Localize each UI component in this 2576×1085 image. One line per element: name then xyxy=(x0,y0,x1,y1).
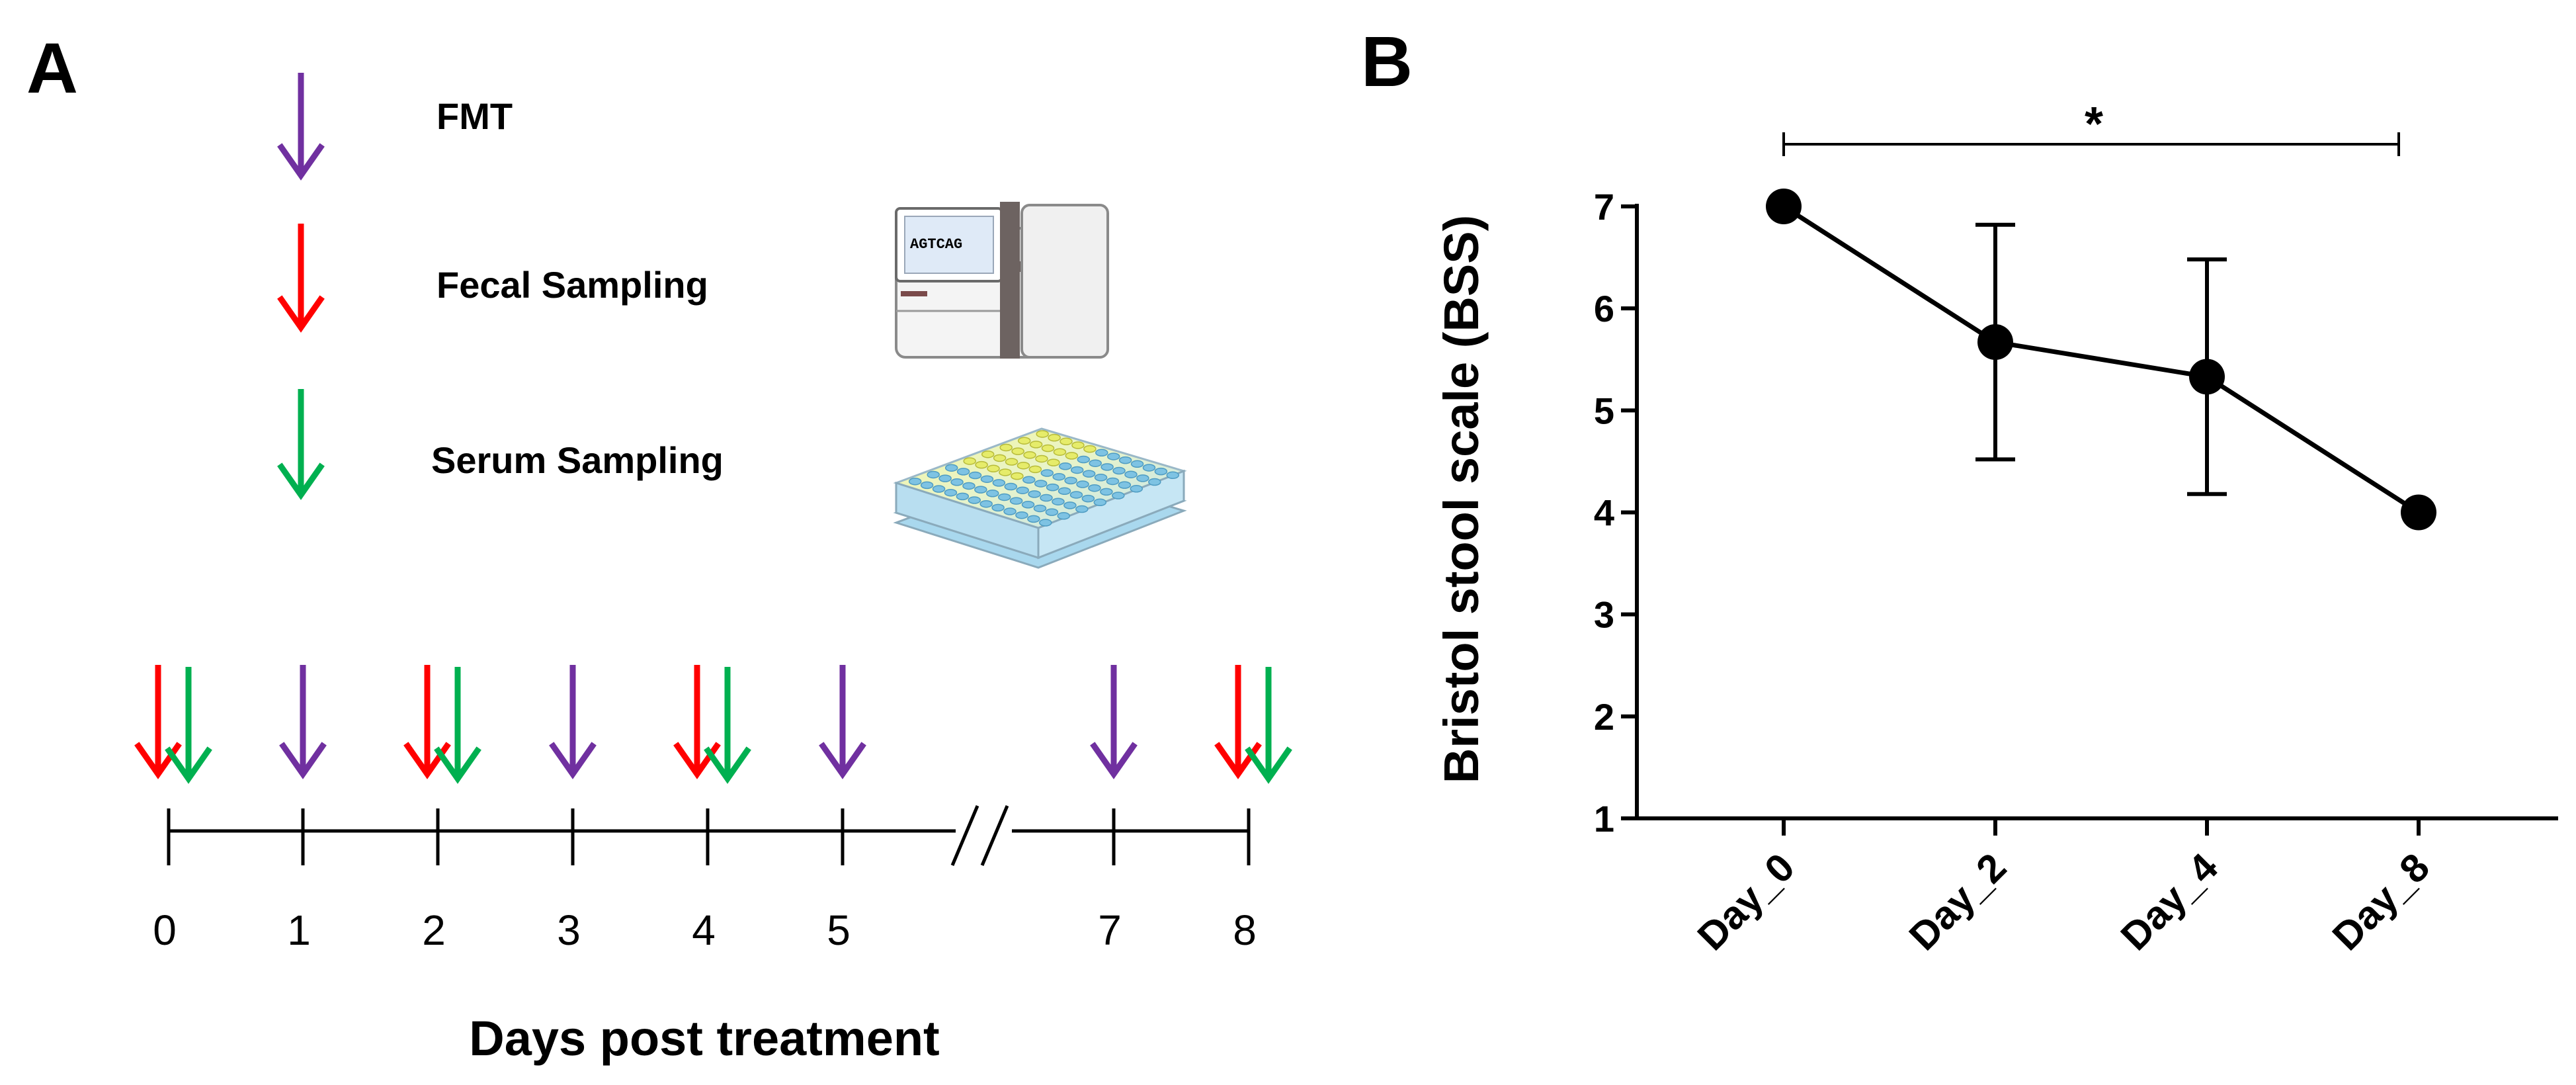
timeline-fmt-arrow-day-1 xyxy=(279,665,327,779)
timeline-serum-arrow-day-0 xyxy=(165,667,212,784)
timeline-day-label-3: 3 xyxy=(557,906,581,954)
timeline-arrows xyxy=(134,665,1292,784)
chart-y-ticks: 1 2 3 4 5 6 7 xyxy=(1594,186,1637,840)
legend-serum-label: Serum Sampling xyxy=(431,439,724,481)
panel-b-letter: B xyxy=(1361,21,1413,101)
timeline-serum-arrow-day-2 xyxy=(434,667,481,784)
microplate-illustration xyxy=(893,427,1187,569)
timeline-fmt-arrow-day-7 xyxy=(1090,665,1138,779)
timeline-fmt-arrow-day-3 xyxy=(549,665,597,779)
data-point-Day_2 xyxy=(1977,324,2013,361)
timeline-day-label-5: 5 xyxy=(827,906,851,954)
x-tick-label-Day_2: Day_2 xyxy=(1901,845,2015,959)
timeline-day-labels: 0 1 2 3 4 5 7 8 xyxy=(153,906,1257,954)
data-point-Day_0 xyxy=(1766,189,1802,224)
timeline-axis-title: Days post treatment xyxy=(469,1011,939,1066)
sequencer-screen-text: AGTCAG xyxy=(910,236,962,253)
legend-fmt-label: FMT xyxy=(436,95,513,137)
y-tick-label-5: 5 xyxy=(1594,390,1614,431)
legend-fmt-arrow xyxy=(277,73,325,181)
sequencer-illustration: AGTCAG xyxy=(895,202,1109,359)
y-tick-label-3: 3 xyxy=(1594,594,1614,636)
timeline-serum-arrow-day-4 xyxy=(704,667,751,784)
legend-fecal-label: Fecal Sampling xyxy=(436,264,708,306)
significance-bracket: * xyxy=(1782,98,2400,156)
axis-break xyxy=(950,805,1009,866)
timeline-day-label-0: 0 xyxy=(153,906,177,954)
chart-x-ticks: Day_0 Day_2 Day_4 Day_8 xyxy=(1689,818,2438,959)
y-tick-label-2: 2 xyxy=(1594,696,1614,738)
bss-chart: 1 2 3 4 5 6 7 Day_0 Day_2 Day_4 Day_8 * Bristol s… xyxy=(1434,98,2558,959)
timeline-day-label-8: 8 xyxy=(1233,906,1257,954)
timeline-day-label-4: 4 xyxy=(692,906,716,954)
panel-b: B 1 2 3 4 5 6 7 Day_0 Day_2 Day_4 Day_8 * Bristol… xyxy=(1361,21,2558,959)
timeline: 0 1 2 3 4 5 7 8 Days post treatment xyxy=(134,665,1292,1066)
timeline-day-label-1: 1 xyxy=(287,906,311,954)
timeline-day-label-2: 2 xyxy=(422,906,446,954)
x-tick-label-Day_4: Day_4 xyxy=(2112,844,2227,959)
data-point-Day_4 xyxy=(2189,359,2225,395)
panel-a: A FMT Fecal Sampling Serum Sampling AGTC… xyxy=(26,28,1292,1066)
y-tick-label-1: 1 xyxy=(1594,798,1614,840)
legend-fecal-arrow xyxy=(277,224,325,333)
data-point-Day_8 xyxy=(2401,494,2436,531)
chart-series xyxy=(1766,189,2436,531)
timeline-day-label-7: 7 xyxy=(1098,906,1122,954)
y-axis-title: Bristol stool scale (BSS) xyxy=(1434,215,1489,783)
x-tick-label-Day_0: Day_0 xyxy=(1689,845,1803,959)
legend-serum-arrow xyxy=(277,389,325,500)
panel-a-letter: A xyxy=(26,28,78,108)
y-tick-label-4: 4 xyxy=(1594,492,1614,534)
timeline-fmt-arrow-day-5 xyxy=(819,665,866,779)
x-tick-label-Day_8: Day_8 xyxy=(2324,845,2438,959)
y-tick-label-7: 7 xyxy=(1594,186,1614,228)
legend: FMT Fecal Sampling Serum Sampling xyxy=(277,73,724,500)
series-line-0 xyxy=(1782,204,2420,515)
timeline-serum-arrow-day-8 xyxy=(1245,667,1292,784)
significance-star: * xyxy=(2085,98,2103,151)
timeline-ticks xyxy=(167,808,1251,865)
legend-arrows xyxy=(277,73,325,500)
y-tick-label-6: 6 xyxy=(1594,288,1614,329)
